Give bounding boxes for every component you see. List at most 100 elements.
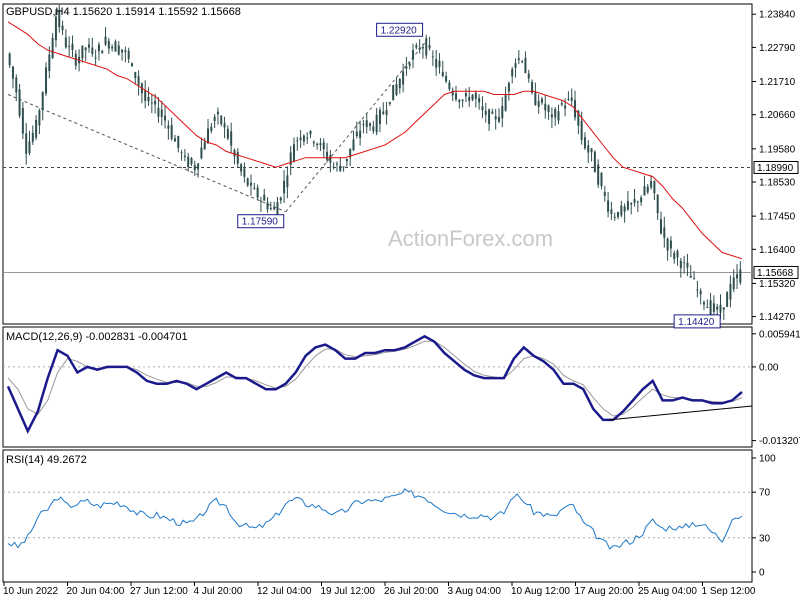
candle-body: [478, 98, 481, 103]
candle-body: [643, 186, 646, 196]
candle-body: [706, 307, 709, 309]
macd-main-line: [6, 334, 743, 435]
candle-body: [524, 57, 527, 74]
candle-body: [405, 66, 408, 69]
candle-body: [431, 56, 434, 58]
candle-body: [8, 53, 11, 66]
candle-body: [296, 140, 299, 142]
candle-body: [54, 16, 57, 41]
price-panel: 1.23840 1.22790 1.21710 1.20660 1.19580 1.185…: [3, 4, 799, 329]
candle-body: [398, 79, 401, 89]
candle-body: [739, 269, 742, 283]
candle-body: [421, 47, 424, 49]
candle-body: [663, 227, 666, 238]
candle-body: [107, 40, 110, 49]
candle-body: [732, 277, 735, 290]
price-callout-label: 1.14420: [678, 317, 715, 328]
candle-body: [712, 303, 715, 312]
candle-body: [378, 109, 381, 125]
candle-body: [623, 206, 626, 212]
candle-body: [626, 201, 629, 210]
candle-body: [474, 92, 477, 99]
macd-y-tick-label: -0.013207: [759, 436, 800, 447]
candle-body: [31, 132, 34, 142]
candle-body: [352, 139, 355, 151]
price-y-tick-label: 1.17450: [759, 212, 796, 223]
candle-body: [332, 166, 335, 168]
candle-body: [240, 164, 243, 172]
candle-body: [322, 142, 325, 150]
candle-body: [484, 110, 487, 115]
candle-body: [544, 103, 547, 111]
candle-body: [286, 175, 289, 188]
x-tick-label: 12 Jul 04:00: [257, 586, 312, 597]
candle-body: [686, 262, 689, 268]
candle-body: [88, 44, 91, 48]
candle-body: [511, 69, 514, 77]
candle-body: [504, 94, 507, 111]
candle-body: [28, 141, 31, 153]
candle-body: [273, 207, 276, 210]
candle-body: [246, 178, 249, 186]
candle-body: [74, 53, 77, 66]
candle-body: [200, 147, 203, 159]
candle-body: [458, 99, 461, 102]
candle-body: [124, 50, 127, 52]
candle-body: [412, 50, 415, 60]
moving-average-line: [7, 21, 743, 260]
candle-body: [408, 63, 411, 66]
candle-body: [428, 45, 431, 49]
macd-panel-title: MACD(12,26,9) -0.002831 -0.004701: [6, 331, 188, 343]
candle-body: [121, 49, 124, 53]
candle-body: [203, 142, 206, 150]
candle-body: [709, 300, 712, 316]
candle-body: [230, 131, 233, 146]
candle-body: [517, 58, 520, 61]
candle-body: [630, 202, 633, 205]
candle-body: [683, 262, 686, 264]
rsi-y-tick-label: 30: [759, 533, 771, 544]
candle-body: [455, 93, 458, 100]
candle-body: [302, 135, 305, 142]
candle-body: [451, 90, 454, 96]
candle-body: [676, 250, 679, 258]
price-trendline: [7, 94, 286, 213]
candle-body: [289, 152, 292, 165]
candle-body: [292, 144, 295, 162]
candle-body: [283, 180, 286, 194]
candle-body: [154, 100, 157, 105]
macd-panel: 0.005941 0.00 -0.013207: [3, 329, 800, 447]
candle-body: [25, 133, 28, 154]
x-tick-label: 10 Aug 12:00: [511, 586, 570, 597]
candle-body: [256, 187, 259, 198]
candle-body: [104, 36, 107, 45]
candle-body: [335, 163, 338, 165]
candle-body: [699, 290, 702, 295]
candle-body: [402, 71, 405, 85]
candle-body: [170, 125, 173, 139]
candle-body: [640, 197, 643, 203]
price-panel-frame: [2, 3, 753, 325]
candle-body: [550, 114, 553, 118]
x-tick-label: 26 Jul 20:00: [384, 586, 439, 597]
macd-y-tick-label: 0.005941: [759, 329, 800, 340]
candle-body: [326, 151, 329, 160]
candle-body: [279, 197, 282, 201]
candle-body: [339, 165, 342, 172]
candle-body: [620, 205, 623, 216]
candle-body: [114, 41, 117, 52]
x-tick-label: 27 Jun 12:00: [130, 586, 188, 597]
candle-body: [382, 111, 385, 114]
candle-body: [603, 191, 606, 197]
candle-body: [355, 131, 358, 136]
candle-body: [193, 165, 196, 171]
candle-body: [177, 136, 180, 149]
price-y-tick-label: 1.15320: [759, 279, 796, 290]
candle-body: [312, 141, 315, 144]
candle-body: [693, 278, 696, 280]
candle-body: [540, 98, 543, 103]
candle-body: [18, 89, 21, 116]
candle-body: [362, 124, 365, 126]
candle-body: [435, 58, 438, 68]
price-y-tick-label: 1.21710: [759, 77, 796, 88]
